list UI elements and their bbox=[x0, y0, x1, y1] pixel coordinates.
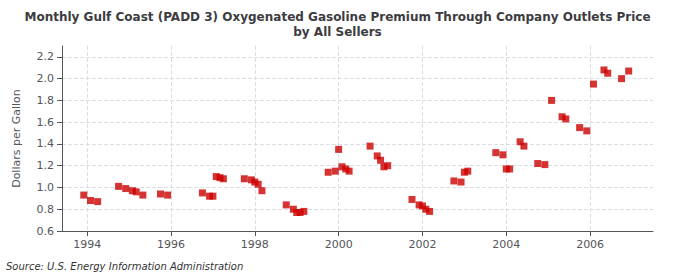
svg-text:2006: 2006 bbox=[576, 238, 604, 251]
svg-text:Source: U.S. Energy Informatio: Source: U.S. Energy Information Administ… bbox=[6, 261, 243, 272]
svg-text:1.4: 1.4 bbox=[37, 137, 55, 150]
svg-text:1.6: 1.6 bbox=[37, 116, 55, 129]
svg-text:1998: 1998 bbox=[241, 238, 269, 251]
svg-text:2.0: 2.0 bbox=[37, 72, 55, 85]
svg-text:2002: 2002 bbox=[408, 238, 436, 251]
svg-text:0.8: 0.8 bbox=[37, 203, 55, 216]
svg-text:1.2: 1.2 bbox=[37, 159, 55, 172]
svg-text:1996: 1996 bbox=[157, 238, 185, 251]
svg-text:by All Sellers: by All Sellers bbox=[293, 25, 382, 39]
svg-text:2000: 2000 bbox=[325, 238, 353, 251]
svg-text:Monthly Gulf Coast (PADD 3) Ox: Monthly Gulf Coast (PADD 3) Oxygenated G… bbox=[24, 10, 650, 24]
svg-text:1.8: 1.8 bbox=[37, 94, 55, 107]
svg-text:1.0: 1.0 bbox=[37, 181, 55, 194]
svg-text:0.6: 0.6 bbox=[37, 225, 55, 238]
svg-text:Dollars per Gallon: Dollars per Gallon bbox=[10, 89, 23, 188]
svg-text:2.2: 2.2 bbox=[37, 50, 55, 63]
svg-text:1994: 1994 bbox=[73, 238, 101, 251]
svg-text:2004: 2004 bbox=[492, 238, 520, 251]
